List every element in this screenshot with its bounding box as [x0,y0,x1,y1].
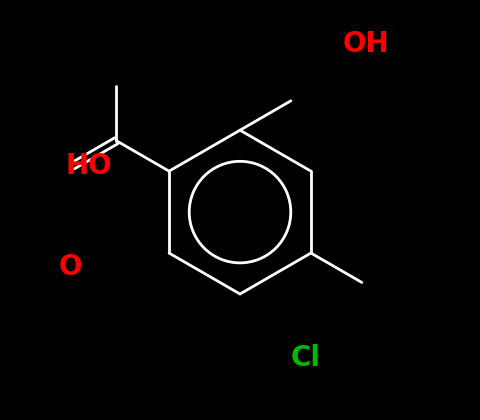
Text: HO: HO [66,152,112,180]
Text: Cl: Cl [290,344,321,372]
Text: O: O [59,253,82,281]
Text: OH: OH [343,30,390,58]
